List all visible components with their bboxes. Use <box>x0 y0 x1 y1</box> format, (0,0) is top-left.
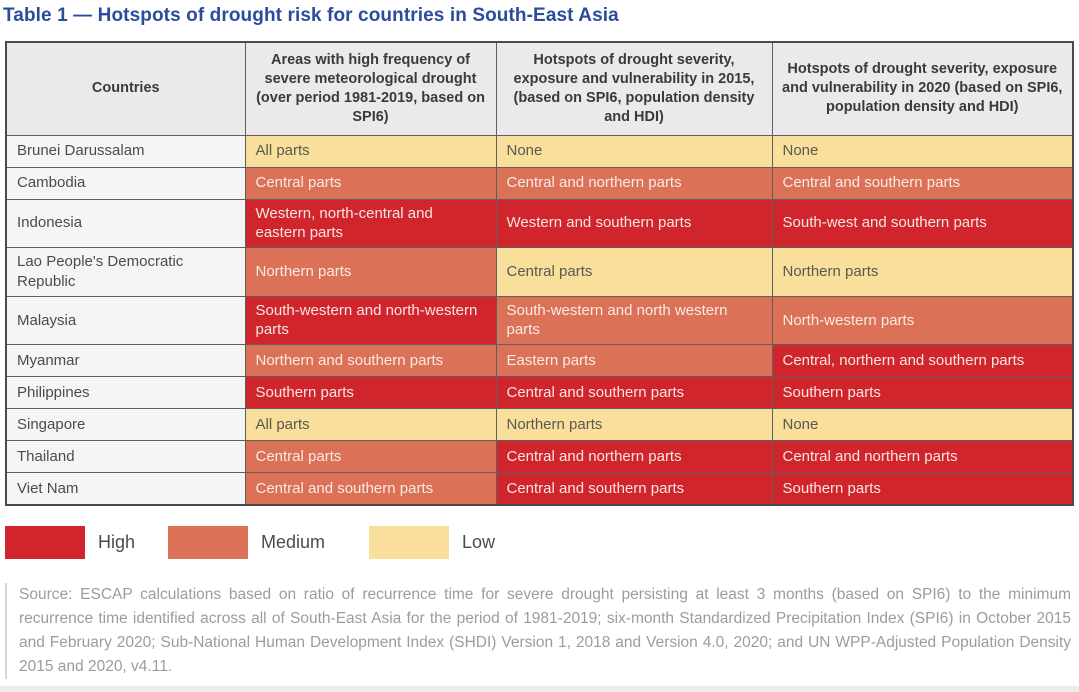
header-hotspots-2020: Hotspots of drought severity, exposure a… <box>771 41 1074 136</box>
legend-label-low: Low <box>462 531 496 552</box>
low-color-swatch <box>369 525 449 559</box>
country-cell: Philippines <box>5 376 246 410</box>
bottom-divider <box>0 686 1079 692</box>
hotspot-cell: All parts <box>244 134 497 168</box>
table-row: Lao People's Democratic Republic Norther… <box>5 247 1074 297</box>
hotspot-cell: Central, northern and southern parts <box>771 344 1074 378</box>
table-row: Myanmar Northern and southern parts East… <box>5 344 1074 378</box>
source-note: Source: ESCAP calculations based on rati… <box>5 582 1071 679</box>
hotspot-cell: Central parts <box>244 440 497 474</box>
header-frequency-1981-2019: Areas with high frequency of severe mete… <box>244 41 497 136</box>
hotspot-cell: Central and southern parts <box>244 472 497 506</box>
country-cell: Brunei Darussalam <box>5 134 246 168</box>
hotspot-cell: North-western parts <box>771 295 1074 346</box>
hotspot-cell: Central and southern parts <box>495 472 773 506</box>
country-cell: Singapore <box>5 408 246 442</box>
table-row: Cambodia Central parts Central and north… <box>5 166 1074 200</box>
legend-label-medium: Medium <box>261 531 326 552</box>
legend-label-high: High <box>98 531 136 552</box>
hotspot-cell: Northern parts <box>244 247 497 297</box>
hotspot-cell: All parts <box>244 408 497 442</box>
table-title: Table 1 — Hotspots of drought risk for c… <box>3 5 619 26</box>
high-color-swatch <box>5 525 85 559</box>
table-row: Indonesia Western, north-central and eas… <box>5 198 1074 249</box>
hotspot-cell: Southern parts <box>244 376 497 410</box>
country-cell: Malaysia <box>5 295 246 346</box>
hotspot-cell: Northern parts <box>771 247 1074 297</box>
hotspot-cell: Central and northern parts <box>771 440 1074 474</box>
legend-item-medium: Medium <box>168 525 337 559</box>
hotspot-cell: Northern parts <box>495 408 773 442</box>
country-cell: Cambodia <box>5 166 246 200</box>
hotspot-cell: Central and southern parts <box>495 376 773 410</box>
table-row: Singapore All parts Northern parts None <box>5 408 1074 442</box>
hotspot-cell: South-western and north western parts <box>495 295 773 346</box>
table-row: Philippines Southern parts Central and s… <box>5 376 1074 410</box>
country-cell: Myanmar <box>5 344 246 378</box>
drought-risk-table: Countries Areas with high frequency of s… <box>5 41 1074 506</box>
risk-legend: High Medium Low <box>5 525 1079 559</box>
country-cell: Indonesia <box>5 198 246 249</box>
table-body: Brunei Darussalam All parts None None Ca… <box>5 134 1074 506</box>
hotspot-cell: Eastern parts <box>495 344 773 378</box>
table-header-row: Countries Areas with high frequency of s… <box>5 41 1074 136</box>
hotspot-cell: Central and southern parts <box>771 166 1074 200</box>
hotspot-cell: Northern and southern parts <box>244 344 497 378</box>
header-hotspots-2015: Hotspots of drought severity, exposure a… <box>495 41 773 136</box>
hotspot-cell: Central parts <box>244 166 497 200</box>
country-cell: Thailand <box>5 440 246 474</box>
hotspot-cell: Western and southern parts <box>495 198 773 249</box>
hotspot-cell: Southern parts <box>771 472 1074 506</box>
hotspot-cell: Southern parts <box>771 376 1074 410</box>
legend-item-high: High <box>5 525 136 559</box>
country-cell: Viet Nam <box>5 472 246 506</box>
legend-item-low: Low <box>369 525 496 559</box>
hotspot-cell: Western, north-central and eastern parts <box>244 198 497 249</box>
hotspot-cell: Central and northern parts <box>495 166 773 200</box>
hotspot-cell: South-west and southern parts <box>771 198 1074 249</box>
hotspot-cell: None <box>495 134 773 168</box>
hotspot-cell: None <box>771 134 1074 168</box>
hotspot-cell: None <box>771 408 1074 442</box>
table-row: Thailand Central parts Central and north… <box>5 440 1074 474</box>
country-cell: Lao People's Democratic Republic <box>5 247 246 297</box>
hotspot-cell: Central and northern parts <box>495 440 773 474</box>
hotspot-cell: Central parts <box>495 247 773 297</box>
medium-color-swatch <box>168 525 248 559</box>
table-row: Viet Nam Central and southern parts Cent… <box>5 472 1074 506</box>
hotspot-cell: South-western and north-western parts <box>244 295 497 346</box>
table-row: Brunei Darussalam All parts None None <box>5 134 1074 168</box>
header-countries: Countries <box>5 41 246 136</box>
table-row: Malaysia South-western and north-western… <box>5 295 1074 346</box>
